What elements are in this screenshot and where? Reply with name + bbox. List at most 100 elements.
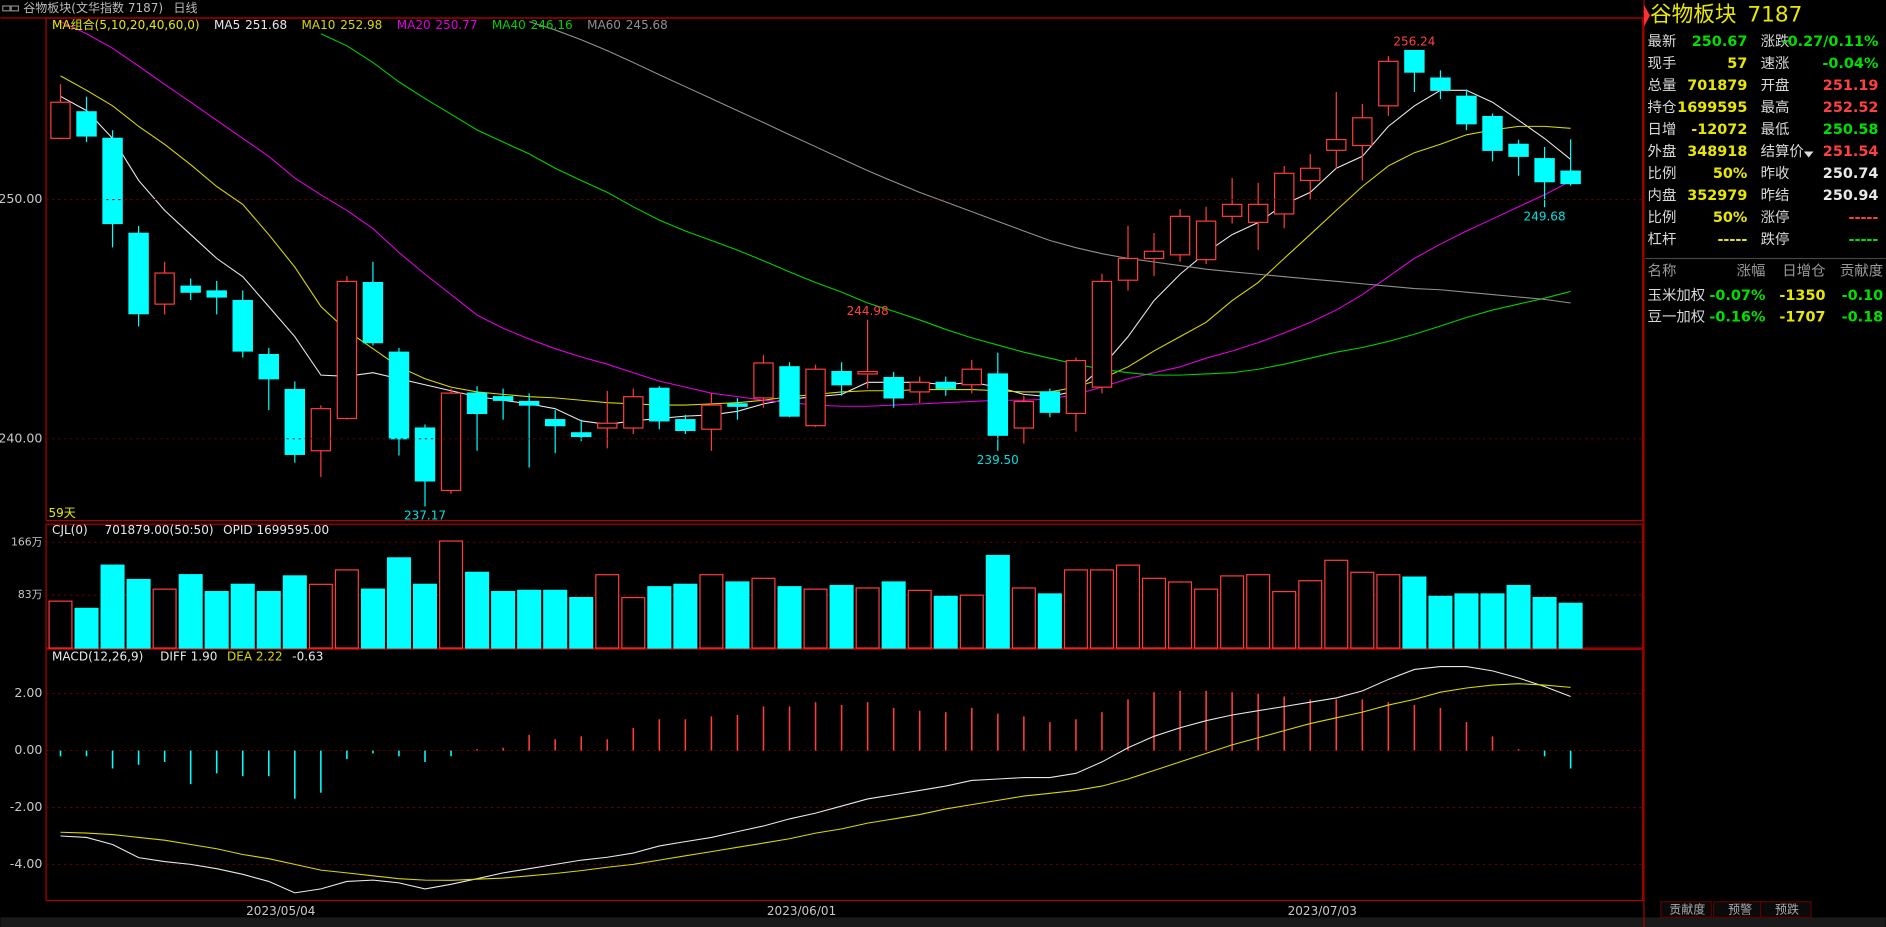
y-tick-label: 2.00 [14, 685, 42, 700]
candle-body [1117, 257, 1139, 281]
volume-bar [1480, 593, 1505, 649]
dropdown-icon [1803, 151, 1814, 158]
y-tick-label: 240.00 [0, 430, 42, 445]
candle-body [492, 396, 514, 401]
candle-body [805, 368, 826, 427]
volume-bar [100, 564, 125, 649]
quote-title: 谷物板块 [1650, 3, 1737, 28]
table-header: 名称 [1648, 263, 1677, 280]
legend-item: MACD(12,26,9) [52, 649, 143, 663]
quote-label: 比例 [1648, 209, 1677, 226]
candle-body [675, 419, 696, 432]
volume-bar [1115, 564, 1141, 649]
quote-label: 涨停 [1761, 209, 1790, 226]
candle-body [544, 419, 566, 427]
volume-bar [1532, 596, 1557, 649]
quote-value: -0.27/0.11% [1782, 34, 1879, 50]
quote-label: 杠杆 [1648, 231, 1677, 248]
ma-line [528, 21, 1571, 304]
tab-label[interactable]: 贡献度 [1669, 902, 1705, 917]
volume-bar [152, 588, 177, 649]
y-tick-label: -2.00 [10, 799, 43, 814]
candle-body [597, 422, 618, 429]
volume-bar [126, 578, 151, 649]
x-tick-label: 2023/05/04 [246, 904, 315, 918]
candle-body [701, 404, 722, 430]
price-plot [50, 21, 1581, 507]
volume-bar [933, 595, 958, 649]
candle-body [1195, 220, 1217, 261]
candle-body [883, 376, 904, 399]
legend-item: 250.77 [435, 18, 477, 32]
high-label: 244.98 [847, 304, 889, 318]
tab-label[interactable]: 预跌 [1775, 902, 1799, 917]
period[interactable]: 日线 [174, 1, 198, 15]
candle-body [1404, 49, 1425, 73]
candle-body [1013, 400, 1035, 429]
candle-body [102, 137, 123, 225]
x-tick-label: 2023/07/03 [1288, 904, 1357, 918]
candle-body [518, 400, 540, 406]
legend-item: MA40 [492, 18, 526, 32]
quote-value: 57 [1727, 56, 1747, 72]
volume-bar [777, 586, 802, 649]
quote-value: 352979 [1687, 188, 1747, 204]
volume-bar [725, 581, 750, 649]
quote-value: 1699595 [1677, 100, 1747, 116]
legend-item: 246.16 [531, 18, 573, 32]
candle-body [466, 392, 488, 415]
volume-bar [308, 583, 333, 649]
volume-bar [673, 583, 698, 649]
quote-label: 跌停 [1761, 231, 1790, 248]
table-cell: -0.16% [1709, 309, 1765, 325]
volume-bar [1454, 593, 1479, 649]
volume-bar [1506, 584, 1531, 649]
volume-bar [1011, 587, 1036, 649]
tab [1759, 901, 1812, 918]
quote-value: 251.54 [1823, 144, 1879, 160]
volume-bar [491, 590, 516, 649]
table-cell: -0.10 [1842, 288, 1884, 304]
volume-bar [1246, 574, 1271, 649]
volume-bar [985, 554, 1010, 649]
quote-label: 日增 [1648, 121, 1677, 138]
low-label: 239.50 [977, 453, 1019, 467]
quote-value: 250.58 [1823, 122, 1879, 138]
candle-body [1273, 172, 1295, 215]
quote-value: 50% [1713, 210, 1747, 226]
candle-body [128, 232, 149, 315]
legend-item: MA10 [302, 18, 336, 32]
low-label: 237.17 [404, 509, 446, 523]
volume-bar [1272, 590, 1297, 649]
volume-bar [1402, 576, 1427, 649]
candle-body [362, 281, 384, 344]
footnote: 59天 [48, 506, 75, 520]
candle-body [1039, 391, 1061, 413]
tab-label[interactable]: 预警 [1728, 902, 1752, 917]
quote-label: 最新 [1648, 33, 1677, 50]
legend-item: MA60 [587, 18, 621, 32]
status-strip [0, 917, 1886, 927]
quote-value: 250.74 [1823, 166, 1879, 182]
volume-bar [1142, 577, 1167, 649]
candle-body [779, 366, 800, 417]
legend-item: MA20 [397, 18, 431, 32]
quote-label: 结算价 [1761, 143, 1804, 160]
table-header: 日增仓 [1782, 263, 1825, 280]
legend-item: -0.63 [292, 649, 323, 663]
legend: MACD(12,26,9) DIFF 1.90 DEA 2.22 -0.63 [52, 649, 323, 663]
volume-bar [1037, 593, 1062, 649]
candle-body [206, 290, 227, 298]
candle-body [440, 392, 462, 492]
panel-marker [1643, 4, 1650, 27]
volume-bar [881, 581, 906, 649]
volume-bar [1428, 595, 1453, 649]
candle-body [310, 408, 332, 452]
quote-value: 251.19 [1823, 78, 1879, 94]
candle-body [1326, 138, 1347, 151]
volume-bar [1324, 559, 1349, 649]
legend-item: MA5 [214, 18, 240, 32]
y-tick-label: 166万 [11, 535, 43, 548]
quote-label: 昨收 [1761, 165, 1790, 182]
